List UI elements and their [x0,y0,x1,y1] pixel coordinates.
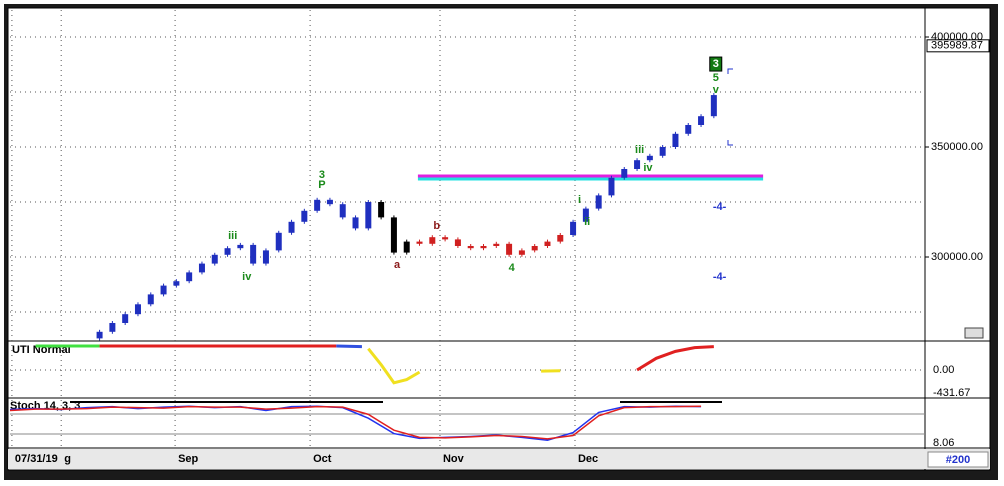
candle [685,124,692,134]
candle [314,199,321,211]
candle [301,210,308,222]
x-tick-label: g [64,453,71,465]
candle [518,250,525,255]
candle [454,239,461,246]
chart-frame [7,7,991,471]
wave-label: iii [635,144,644,156]
candle [582,208,589,222]
candle [378,201,385,218]
candle [429,237,436,244]
candle [326,199,333,205]
candle [122,314,129,323]
wave-label: iv [643,162,653,174]
candle [557,234,564,242]
value-label: -431.67 [933,387,970,399]
wave-label: i [578,194,581,206]
panel-icon [964,327,984,339]
candle [173,281,180,286]
date-bar [8,449,990,469]
x-tick-label: Oct [313,453,332,465]
candle [186,272,193,282]
wave-label: 3 [319,169,325,181]
candle [390,217,397,253]
candle [621,168,628,178]
candle [467,245,474,249]
wave-box [709,56,723,72]
wave-label: -4- [713,201,727,213]
candle [365,201,372,229]
candle [646,155,653,161]
status-box [927,451,989,468]
candle [570,221,577,235]
candle [198,263,205,273]
wave-label: a [394,259,401,271]
bracket-marker [727,68,733,146]
candle [211,254,218,264]
wave-label: -4- [713,271,727,283]
last-price-box [926,39,990,53]
candle [237,244,244,249]
candle [634,160,641,169]
candle [224,248,231,255]
candle [134,304,141,315]
y-tick-label: 300000.00 [931,251,983,263]
x-tick-label: 07/31/19 [15,453,58,465]
wave-label: iii [228,230,237,242]
x-tick-label: Nov [443,453,465,465]
wave-label: 4 [509,262,516,274]
candle [96,331,103,339]
candle [659,146,666,156]
indicator-line [636,345,714,372]
candle [493,243,500,246]
x-tick-label: Sep [178,453,198,465]
candle [595,195,602,209]
stoch-line [9,405,702,440]
candle [403,241,410,253]
candle [275,232,282,251]
value-label: 8.06 [933,437,954,449]
candle [352,217,359,229]
candle [416,241,423,244]
candle [698,116,705,125]
candle [339,204,346,218]
candle [608,177,615,196]
candle [544,241,551,246]
wave-label: ii [584,216,590,228]
candle [147,294,154,305]
indicator-line [367,347,421,385]
wave-label: b [433,220,440,232]
candle [442,237,449,240]
status-text: #200 [946,454,970,466]
wave-label: P [318,179,325,191]
wave-label: iv [242,271,252,283]
wave-label: v [713,84,720,96]
y-tick-label: 0.00 [933,364,954,376]
wave-label: 3 [713,58,719,70]
indicator-line [336,344,362,349]
candle [672,133,679,147]
candle [160,285,167,295]
candle [531,245,538,251]
candle [109,322,116,332]
y-tick-label: 350000.00 [931,141,983,153]
candle [710,95,717,117]
candle [480,245,487,249]
candle [506,243,513,255]
candle [250,244,257,264]
x-tick-label: Dec [578,453,598,465]
last-price-label: 395989.87 [931,40,983,52]
wave-label: 5 [713,72,719,84]
candle [262,250,269,264]
candle [288,221,295,233]
